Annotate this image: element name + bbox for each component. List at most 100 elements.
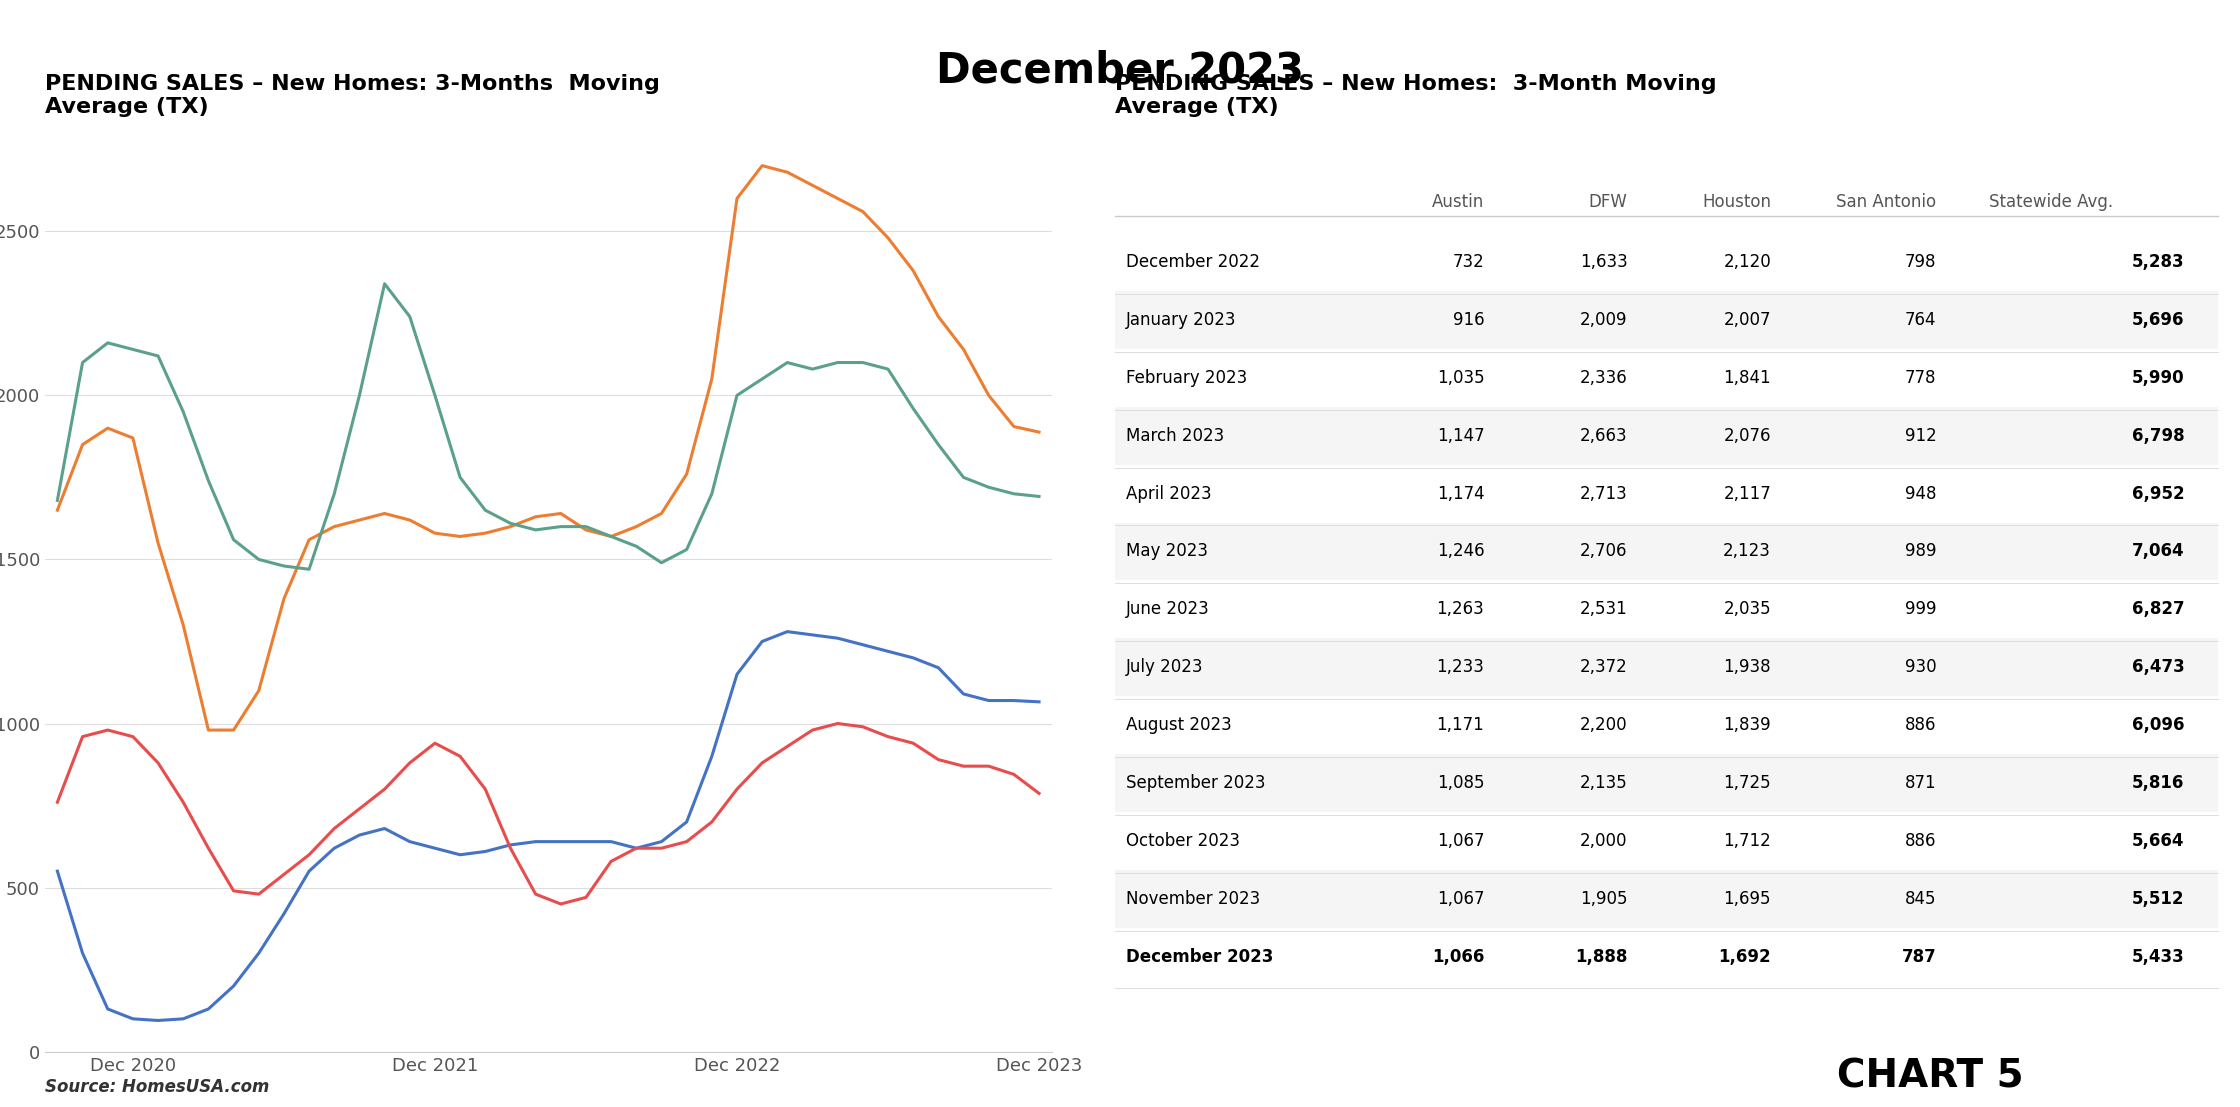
Text: 1,263: 1,263 — [1436, 600, 1485, 619]
Text: November 2023: November 2023 — [1127, 890, 1261, 908]
Text: 886: 886 — [1904, 716, 1935, 734]
Text: 2,372: 2,372 — [1579, 659, 1628, 676]
Text: CHART 5: CHART 5 — [1837, 1058, 2023, 1096]
Text: 912: 912 — [1904, 426, 1935, 445]
Text: 2,000: 2,000 — [1579, 831, 1628, 850]
Text: 1,067: 1,067 — [1436, 831, 1485, 850]
Text: 2,336: 2,336 — [1579, 369, 1628, 386]
Text: 6,798: 6,798 — [2132, 426, 2184, 445]
Text: 989: 989 — [1904, 542, 1935, 560]
Text: 1,938: 1,938 — [1723, 659, 1772, 676]
Text: 1,174: 1,174 — [1436, 485, 1485, 503]
Text: February 2023: February 2023 — [1127, 369, 1248, 386]
Text: 5,512: 5,512 — [2132, 890, 2184, 908]
Text: 6,096: 6,096 — [2132, 716, 2184, 734]
Text: 1,246: 1,246 — [1436, 542, 1485, 560]
Text: 2,035: 2,035 — [1723, 600, 1772, 619]
Text: 798: 798 — [1904, 254, 1935, 271]
Text: 6,952: 6,952 — [2132, 485, 2184, 503]
Text: January 2023: January 2023 — [1127, 311, 1236, 329]
Text: 1,066: 1,066 — [1431, 948, 1485, 965]
Text: 1,633: 1,633 — [1579, 254, 1628, 271]
Text: September 2023: September 2023 — [1127, 774, 1266, 792]
Text: Houston: Houston — [1702, 193, 1772, 210]
Text: 1,233: 1,233 — [1436, 659, 1485, 676]
Text: 1,035: 1,035 — [1436, 369, 1485, 386]
Text: 916: 916 — [1454, 311, 1485, 329]
Text: 2,713: 2,713 — [1579, 485, 1628, 503]
FancyBboxPatch shape — [1116, 754, 2218, 811]
Text: 2,663: 2,663 — [1579, 426, 1628, 445]
Text: July 2023: July 2023 — [1127, 659, 1203, 676]
Text: 2,706: 2,706 — [1579, 542, 1628, 560]
Text: 1,725: 1,725 — [1723, 774, 1772, 792]
Text: May 2023: May 2023 — [1127, 542, 1207, 560]
Text: Austin: Austin — [1431, 193, 1485, 210]
Text: Source: HomesUSA.com: Source: HomesUSA.com — [45, 1078, 269, 1096]
Text: 5,433: 5,433 — [2132, 948, 2184, 965]
Text: 5,696: 5,696 — [2132, 311, 2184, 329]
FancyBboxPatch shape — [1116, 696, 2218, 754]
Text: December 2023: December 2023 — [1127, 948, 1272, 965]
Text: 7,064: 7,064 — [2132, 542, 2184, 560]
Text: 1,905: 1,905 — [1579, 890, 1628, 908]
Text: 999: 999 — [1904, 600, 1935, 619]
Text: 1,712: 1,712 — [1723, 831, 1772, 850]
Text: 871: 871 — [1904, 774, 1935, 792]
Text: 930: 930 — [1904, 659, 1935, 676]
Text: 6,827: 6,827 — [2132, 600, 2184, 619]
Text: 1,067: 1,067 — [1436, 890, 1485, 908]
Text: Statewide Avg.: Statewide Avg. — [1989, 193, 2112, 210]
Text: DFW: DFW — [1588, 193, 1628, 210]
Text: 5,664: 5,664 — [2132, 831, 2184, 850]
Text: 2,076: 2,076 — [1723, 426, 1772, 445]
Text: 1,171: 1,171 — [1436, 716, 1485, 734]
Text: June 2023: June 2023 — [1127, 600, 1210, 619]
Text: 2,531: 2,531 — [1579, 600, 1628, 619]
Text: 2,135: 2,135 — [1579, 774, 1628, 792]
Text: 5,816: 5,816 — [2132, 774, 2184, 792]
Text: 787: 787 — [1902, 948, 1935, 965]
Text: December 2023: December 2023 — [936, 50, 1304, 92]
Text: 886: 886 — [1904, 831, 1935, 850]
Text: April 2023: April 2023 — [1127, 485, 1212, 503]
Text: 2,009: 2,009 — [1579, 311, 1628, 329]
Text: 6,473: 6,473 — [2132, 659, 2184, 676]
FancyBboxPatch shape — [1116, 465, 2218, 523]
FancyBboxPatch shape — [1116, 870, 2218, 928]
Text: PENDING SALES – New Homes:  3-Month Moving
Average (TX): PENDING SALES – New Homes: 3-Month Movin… — [1116, 74, 1716, 117]
Text: 845: 845 — [1904, 890, 1935, 908]
Text: 1,692: 1,692 — [1718, 948, 1772, 965]
Text: 5,283: 5,283 — [2132, 254, 2184, 271]
Text: PENDING SALES – New Homes: 3-Months  Moving
Average (TX): PENDING SALES – New Homes: 3-Months Movi… — [45, 74, 659, 117]
FancyBboxPatch shape — [1116, 234, 2218, 291]
Text: March 2023: March 2023 — [1127, 426, 1225, 445]
Text: 1,888: 1,888 — [1575, 948, 1628, 965]
Text: December 2022: December 2022 — [1127, 254, 1259, 271]
FancyBboxPatch shape — [1116, 291, 2218, 349]
Text: 1,695: 1,695 — [1723, 890, 1772, 908]
Text: October 2023: October 2023 — [1127, 831, 1241, 850]
FancyBboxPatch shape — [1116, 406, 2218, 465]
Text: 2,007: 2,007 — [1723, 311, 1772, 329]
FancyBboxPatch shape — [1116, 811, 2218, 870]
Text: 1,839: 1,839 — [1723, 716, 1772, 734]
Text: San Antonio: San Antonio — [1837, 193, 1935, 210]
FancyBboxPatch shape — [1116, 639, 2218, 696]
Text: 778: 778 — [1904, 369, 1935, 386]
FancyBboxPatch shape — [1116, 580, 2218, 639]
FancyBboxPatch shape — [1116, 523, 2218, 580]
Text: 1,147: 1,147 — [1436, 426, 1485, 445]
Text: 1,841: 1,841 — [1723, 369, 1772, 386]
Text: 732: 732 — [1452, 254, 1485, 271]
Text: 5,990: 5,990 — [2132, 369, 2184, 386]
Text: 948: 948 — [1904, 485, 1935, 503]
Text: 2,120: 2,120 — [1723, 254, 1772, 271]
Text: 2,117: 2,117 — [1723, 485, 1772, 503]
FancyBboxPatch shape — [1116, 928, 2218, 985]
Text: 1,085: 1,085 — [1436, 774, 1485, 792]
Text: 764: 764 — [1904, 311, 1935, 329]
FancyBboxPatch shape — [1116, 349, 2218, 406]
Text: 2,200: 2,200 — [1579, 716, 1628, 734]
Text: August 2023: August 2023 — [1127, 716, 1232, 734]
